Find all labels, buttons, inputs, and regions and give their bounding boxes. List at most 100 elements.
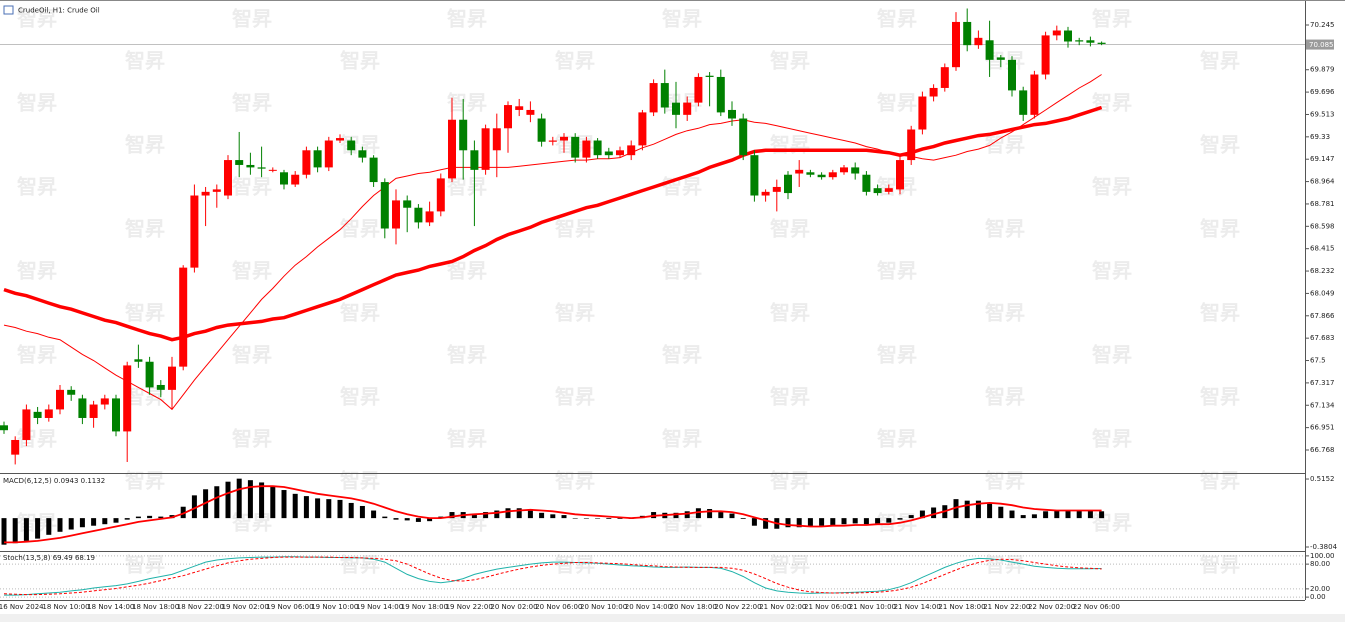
- macd-bar: [1031, 514, 1037, 519]
- watermark: 智昇: [1092, 343, 1132, 367]
- candle-body: [190, 195, 199, 268]
- time-label: 18 Nov 10:00: [42, 603, 89, 611]
- candle-body: [963, 21, 972, 46]
- macd-bar: [1087, 510, 1093, 519]
- scrollbar[interactable]: [0, 614, 1345, 622]
- time-label: 21 Nov 10:00: [849, 603, 896, 611]
- macd-signal: [4, 485, 1102, 544]
- watermark: 智昇: [125, 49, 165, 73]
- y-tick-label: 68.781: [1310, 200, 1335, 208]
- candle-body: [280, 172, 288, 185]
- candle-body: [1052, 30, 1061, 36]
- watermark: 智昇: [17, 343, 57, 367]
- watermark: 智昇: [555, 217, 595, 241]
- candle-body: [257, 167, 266, 169]
- y-tick-label: 68.232: [1310, 267, 1335, 275]
- macd-bar: [35, 518, 41, 539]
- macd-bar: [337, 499, 343, 519]
- macd-bar: [583, 518, 589, 519]
- candle-body: [873, 188, 882, 194]
- macd-bar: [1009, 510, 1015, 519]
- candle-body: [246, 164, 255, 168]
- candle-body: [33, 411, 42, 418]
- macd-bar: [561, 515, 567, 519]
- time-label: 21 Nov 18:00: [938, 603, 985, 611]
- candle-body: [896, 160, 904, 190]
- macd-bar: [158, 516, 164, 519]
- y-tick-label: 68.049: [1310, 289, 1335, 297]
- macd-bar: [1099, 511, 1105, 519]
- time-label: 21 Nov 22:00: [983, 603, 1030, 611]
- time-label: 20 Nov 06:00: [535, 603, 582, 611]
- candle-body: [1064, 30, 1072, 42]
- candle-body: [22, 409, 31, 440]
- macd-bar: [707, 509, 713, 519]
- macd-bar: [886, 518, 892, 523]
- candle-body: [649, 83, 658, 113]
- macd-bar: [270, 485, 276, 519]
- candle-body: [201, 191, 210, 196]
- y-tick-label: 69.513: [1310, 110, 1335, 118]
- macd-bar: [393, 518, 399, 520]
- candle-body: [112, 398, 120, 432]
- macd-bar: [998, 506, 1004, 519]
- candle-body: [907, 129, 916, 161]
- candle-body: [952, 21, 960, 68]
- time-label: 20 Nov 22:00: [714, 603, 761, 611]
- macd-bar: [931, 507, 937, 519]
- macd-bar: [1, 518, 7, 545]
- macd-bar: [225, 481, 231, 519]
- macd-bar: [796, 518, 802, 528]
- time-label: 19 Nov 18:00: [401, 603, 448, 611]
- candle-body: [694, 76, 703, 103]
- plot: [0, 8, 1305, 598]
- moving-average: [3, 74, 1102, 411]
- candle-body: [392, 200, 400, 229]
- y-tick-label: 68.415: [1310, 245, 1335, 253]
- y-tick-label: 0.5152: [1310, 475, 1335, 483]
- macd-bar: [191, 495, 197, 519]
- y-tick-label: 66.951: [1310, 424, 1335, 432]
- macd-bar: [12, 518, 18, 544]
- macd-bar: [102, 518, 108, 525]
- macd-bar: [729, 513, 735, 519]
- candle-body: [1019, 90, 1028, 115]
- candle-body: [716, 76, 725, 113]
- macd-bar: [57, 518, 63, 532]
- candle-body: [459, 119, 468, 151]
- watermark: 智昇: [1200, 133, 1240, 157]
- candle-body: [324, 140, 333, 168]
- macd-bar: [975, 500, 981, 519]
- y-tick-label: 68.964: [1310, 178, 1335, 186]
- candle-body: [212, 189, 221, 192]
- macd-bar: [807, 518, 813, 527]
- macd-bar: [919, 510, 925, 519]
- time-label: 21 Nov 02:00: [759, 603, 806, 611]
- watermark: 智昇: [555, 49, 595, 73]
- candle-body: [604, 151, 613, 156]
- candle-body: [560, 136, 568, 141]
- watermark: 智昇: [1200, 217, 1240, 241]
- candle-body: [347, 140, 356, 151]
- candle-body: [660, 83, 669, 108]
- y-tick-label: 69.33: [1310, 133, 1330, 141]
- macd-bar: [875, 518, 881, 524]
- macd-bar: [1020, 515, 1026, 519]
- time-label: 18 Nov 18:00: [132, 603, 179, 611]
- macd-bar: [326, 499, 332, 519]
- candle-body: [1086, 40, 1095, 43]
- watermark: 智昇: [447, 7, 487, 31]
- candle-body: [224, 160, 232, 196]
- watermark: 智昇: [232, 7, 272, 31]
- macd-bar: [214, 486, 220, 519]
- y-tick-label: 66.768: [1310, 446, 1335, 454]
- watermark: 智昇: [1092, 7, 1132, 31]
- macd-bar: [1043, 511, 1049, 519]
- macd-bar: [516, 508, 522, 519]
- macd-bar: [897, 518, 903, 520]
- candle-body: [313, 150, 322, 168]
- candle-body: [145, 361, 154, 388]
- watermark: 智昇: [340, 469, 380, 493]
- time-label: 19 Nov 14:00: [356, 603, 403, 611]
- candle-body: [0, 425, 8, 431]
